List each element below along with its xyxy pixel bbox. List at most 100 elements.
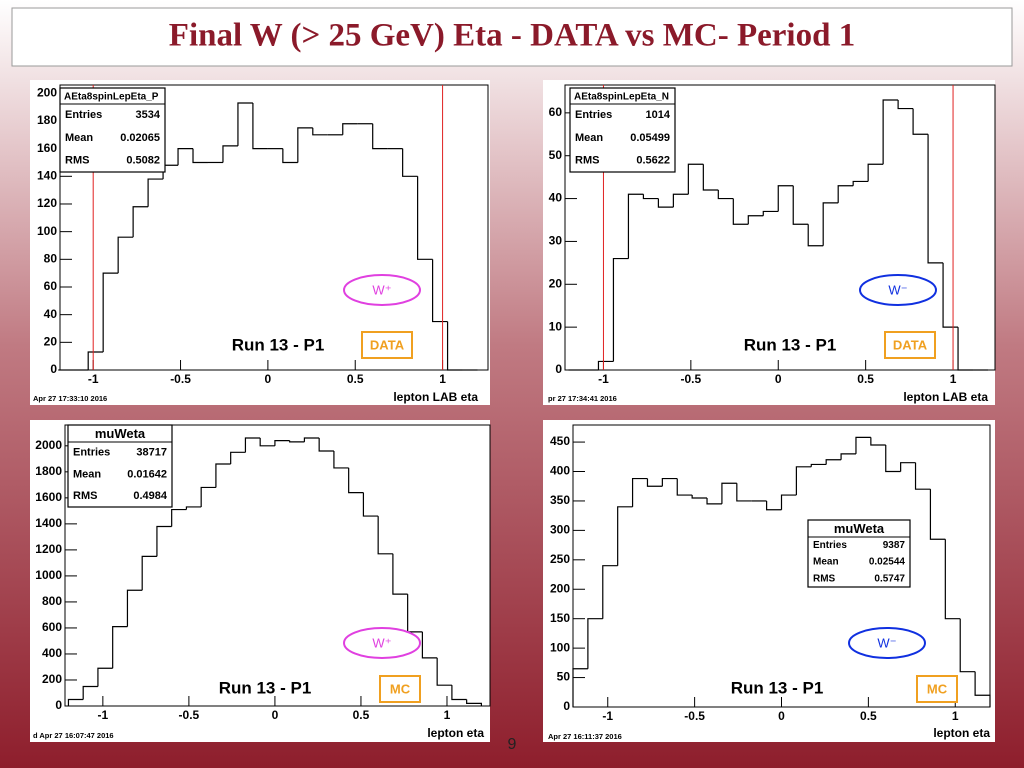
histogram-bin (372, 123, 388, 150)
charge-oval (848, 627, 926, 659)
y-tick-label: 140 (37, 168, 57, 182)
histogram-bin (297, 127, 313, 163)
histogram-bin (631, 477, 648, 507)
x-tick-label: -0.5 (681, 372, 702, 386)
run-label: Run 13 - P1 (232, 335, 325, 354)
y-tick-label: 400 (42, 646, 62, 660)
stats-label: RMS (65, 155, 89, 167)
histogram-bin (112, 626, 128, 669)
histogram-bin (837, 185, 854, 203)
histogram-bin (282, 148, 298, 164)
x-axis-label: lepton eta (427, 726, 484, 740)
histogram-bin (244, 437, 261, 453)
y-tick-label: 800 (42, 594, 62, 608)
stats-label: Mean (575, 132, 603, 144)
title-box (11, 7, 1013, 67)
histogram-bin (717, 190, 734, 200)
histogram-bin (377, 516, 393, 555)
histogram-bin (436, 657, 452, 686)
y-tick-label: 0 (50, 362, 57, 376)
y-tick-label: 50 (557, 670, 571, 684)
histogram-bin (825, 459, 842, 465)
charge-label: W⁺ (372, 635, 391, 650)
y-tick-label: 2000 (35, 438, 62, 452)
histogram-bin (795, 466, 812, 496)
histogram-bin (117, 236, 134, 274)
stats-label: Mean (813, 557, 839, 568)
histogram-bin (237, 102, 253, 146)
histogram-bin (333, 451, 349, 469)
histogram-bin (446, 321, 463, 371)
x-tick-label: 0.5 (860, 709, 877, 723)
x-tick-label: -1 (602, 709, 613, 723)
histogram-bin (97, 667, 113, 687)
run-label: Run 13 - P1 (219, 678, 312, 697)
stats-box (59, 87, 166, 173)
histogram-bin (200, 486, 216, 507)
histogram-bin (822, 202, 839, 246)
page-number: 9 (508, 736, 517, 753)
stats-title: AEta8spinLepEta_P (64, 92, 159, 103)
sample-box (379, 675, 421, 703)
stats-label: RMS (575, 155, 599, 167)
x-axis-label: lepton LAB eta (393, 390, 478, 404)
y-tick-label: 1400 (35, 516, 62, 530)
stats-value: 9387 (883, 540, 906, 551)
stats-label: RMS (813, 573, 836, 584)
charge-label: W⁻ (877, 635, 896, 650)
histogram-bin (672, 193, 689, 208)
y-tick-label: 150 (550, 611, 570, 625)
stats-value: 0.5747 (874, 573, 905, 584)
histogram-bin (602, 565, 618, 619)
y-tick-label: 20 (44, 335, 58, 349)
x-tick-label: -1 (98, 708, 109, 722)
x-tick-label: 0.5 (857, 372, 874, 386)
histogram-bin (687, 163, 704, 195)
stats-label: RMS (73, 490, 97, 502)
histogram-bin (867, 163, 884, 182)
stats-title: muWeta (834, 521, 885, 536)
x-axis-label: lepton eta (933, 726, 990, 740)
y-tick-label: 250 (550, 552, 570, 566)
y-tick-label: 200 (37, 85, 57, 99)
histogram-bin (185, 506, 202, 510)
y-tick-label: 1000 (35, 568, 62, 582)
y-tick-label: 1600 (35, 490, 62, 504)
histogram-bin (900, 462, 916, 472)
histogram-bin (747, 215, 764, 225)
charge-oval (343, 627, 421, 659)
histogram-panel: 0 50 100 150 200 250 300 350 400 450 -1 -0.5 0 0.5 1 mu… (543, 420, 995, 742)
histogram-bin (215, 463, 231, 488)
histogram-bin (766, 500, 782, 511)
histogram-bin (230, 451, 246, 465)
y-tick-label: 160 (37, 141, 57, 155)
x-tick-label: -0.5 (179, 708, 200, 722)
histogram-bin (855, 436, 871, 454)
histogram-bin (82, 685, 98, 700)
y-tick-label: 350 (550, 493, 570, 507)
histogram-bin (348, 467, 364, 494)
stats-value: 0.02065 (120, 132, 160, 144)
charge-label: W⁺ (372, 282, 391, 297)
y-tick-label: 20 (549, 276, 563, 290)
histogram-bin (780, 494, 797, 510)
histogram-bin (192, 148, 208, 164)
histogram-bin (897, 100, 914, 110)
histogram-bin (126, 589, 143, 627)
histogram-bin (392, 553, 408, 595)
histogram-bin (914, 462, 931, 490)
histogram-bin (661, 477, 678, 487)
histogram-bin (792, 185, 809, 225)
y-tick-label: 100 (37, 224, 57, 238)
stats-value: 0.4984 (133, 490, 168, 502)
histogram-bin (141, 555, 157, 591)
histogram-bin (222, 145, 238, 163)
stats-label: Mean (65, 132, 93, 144)
stats-value: 0.02544 (869, 557, 906, 568)
timestamp: pr 27 17:34:41 2016 (548, 394, 617, 403)
x-tick-label: 0 (272, 708, 279, 722)
histogram-bin (627, 193, 644, 259)
x-tick-label: 1 (950, 372, 957, 386)
y-tick-label: 80 (44, 251, 58, 265)
